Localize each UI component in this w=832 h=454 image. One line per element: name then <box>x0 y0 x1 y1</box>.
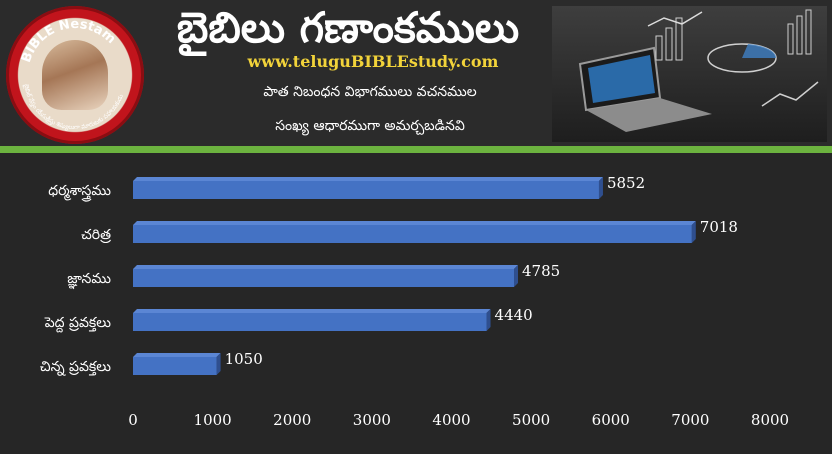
header: BIBLE Nestam బైబిల్ నేస్తం యేసుక్రీస్తు … <box>0 0 832 146</box>
category-label: పెద్ద ప్రవక్తలు <box>44 315 111 333</box>
x-tick-label: 4000 <box>432 411 470 429</box>
logo-ring-text: BIBLE Nestam బైబిల్ నేస్తం యేసుక్రీస్తు … <box>19 17 125 132</box>
bar-side-face <box>598 177 603 199</box>
svg-text:బైబిల్ నేస్తం యేసుక్రీస్తు శిష: బైబిల్ నేస్తం యేసుక్రీస్తు శిష్యులుగా మా… <box>22 84 125 132</box>
svg-text:BIBLE Nestam: BIBLE Nestam <box>19 17 118 65</box>
category-label: ధర్మశాస్త్రము <box>48 183 111 202</box>
page-title: బైబిలు గణాంకములు <box>176 3 520 52</box>
x-tick-label: 0 <box>128 411 138 429</box>
value-label: 4440 <box>495 306 533 324</box>
bar-top-face <box>133 177 603 181</box>
bar-side-face <box>216 353 221 375</box>
bar <box>133 269 515 287</box>
subtitle-line-1: పాత నిబంధన విభాగములు వచనముల <box>263 84 477 100</box>
category-label: చరిత్ర <box>81 227 111 244</box>
bar <box>133 313 487 331</box>
logo-ring-bottom: బైబిల్ నేస్తం యేసుక్రీస్తు శిష్యులుగా మా… <box>22 84 125 132</box>
category-label: చిన్న ప్రవక్తలు <box>40 359 111 376</box>
bar-side-face <box>514 265 519 287</box>
jesus-child-image <box>42 40 108 110</box>
bar-side-face <box>691 221 696 243</box>
bar-top-face <box>133 221 696 225</box>
bar-top-face <box>133 353 221 357</box>
category-label: జ్ఞానము <box>67 271 111 290</box>
bar <box>133 225 692 243</box>
bar-chart: ధర్మశాస్త్రము 5852 చరిత్ర 7018 జ్ఞానము 4785 పె… <box>40 174 789 429</box>
bar <box>133 357 217 375</box>
bar <box>133 181 599 199</box>
value-label: 5852 <box>607 174 645 192</box>
bar-top-face <box>133 265 519 269</box>
laptop-charts-image <box>552 6 827 142</box>
x-tick-label: 1000 <box>194 411 232 429</box>
green-divider <box>0 146 832 153</box>
x-tick-label: 3000 <box>353 411 391 429</box>
bar-side-face <box>486 309 491 331</box>
x-tick-label: 2000 <box>273 411 311 429</box>
x-tick-label: 7000 <box>671 411 709 429</box>
x-tick-label: 6000 <box>592 411 630 429</box>
site-url-link[interactable]: www.teluguBIBLEstudy.com <box>247 52 499 71</box>
bar-top-face <box>133 309 491 313</box>
value-label: 7018 <box>700 218 738 236</box>
x-tick-label: 8000 <box>751 411 789 429</box>
logo-ring-top: BIBLE Nestam <box>19 17 118 65</box>
subtitle-line-2: సంఖ్య ఆధారముగా అమర్చబడినవి <box>275 118 465 134</box>
x-tick-label: 5000 <box>512 411 550 429</box>
value-label: 4785 <box>522 262 560 280</box>
bible-nestam-logo[interactable]: BIBLE Nestam బైబిల్ నేస్తం యేసుక్రీస్తు … <box>6 6 144 144</box>
value-label: 1050 <box>225 350 263 368</box>
